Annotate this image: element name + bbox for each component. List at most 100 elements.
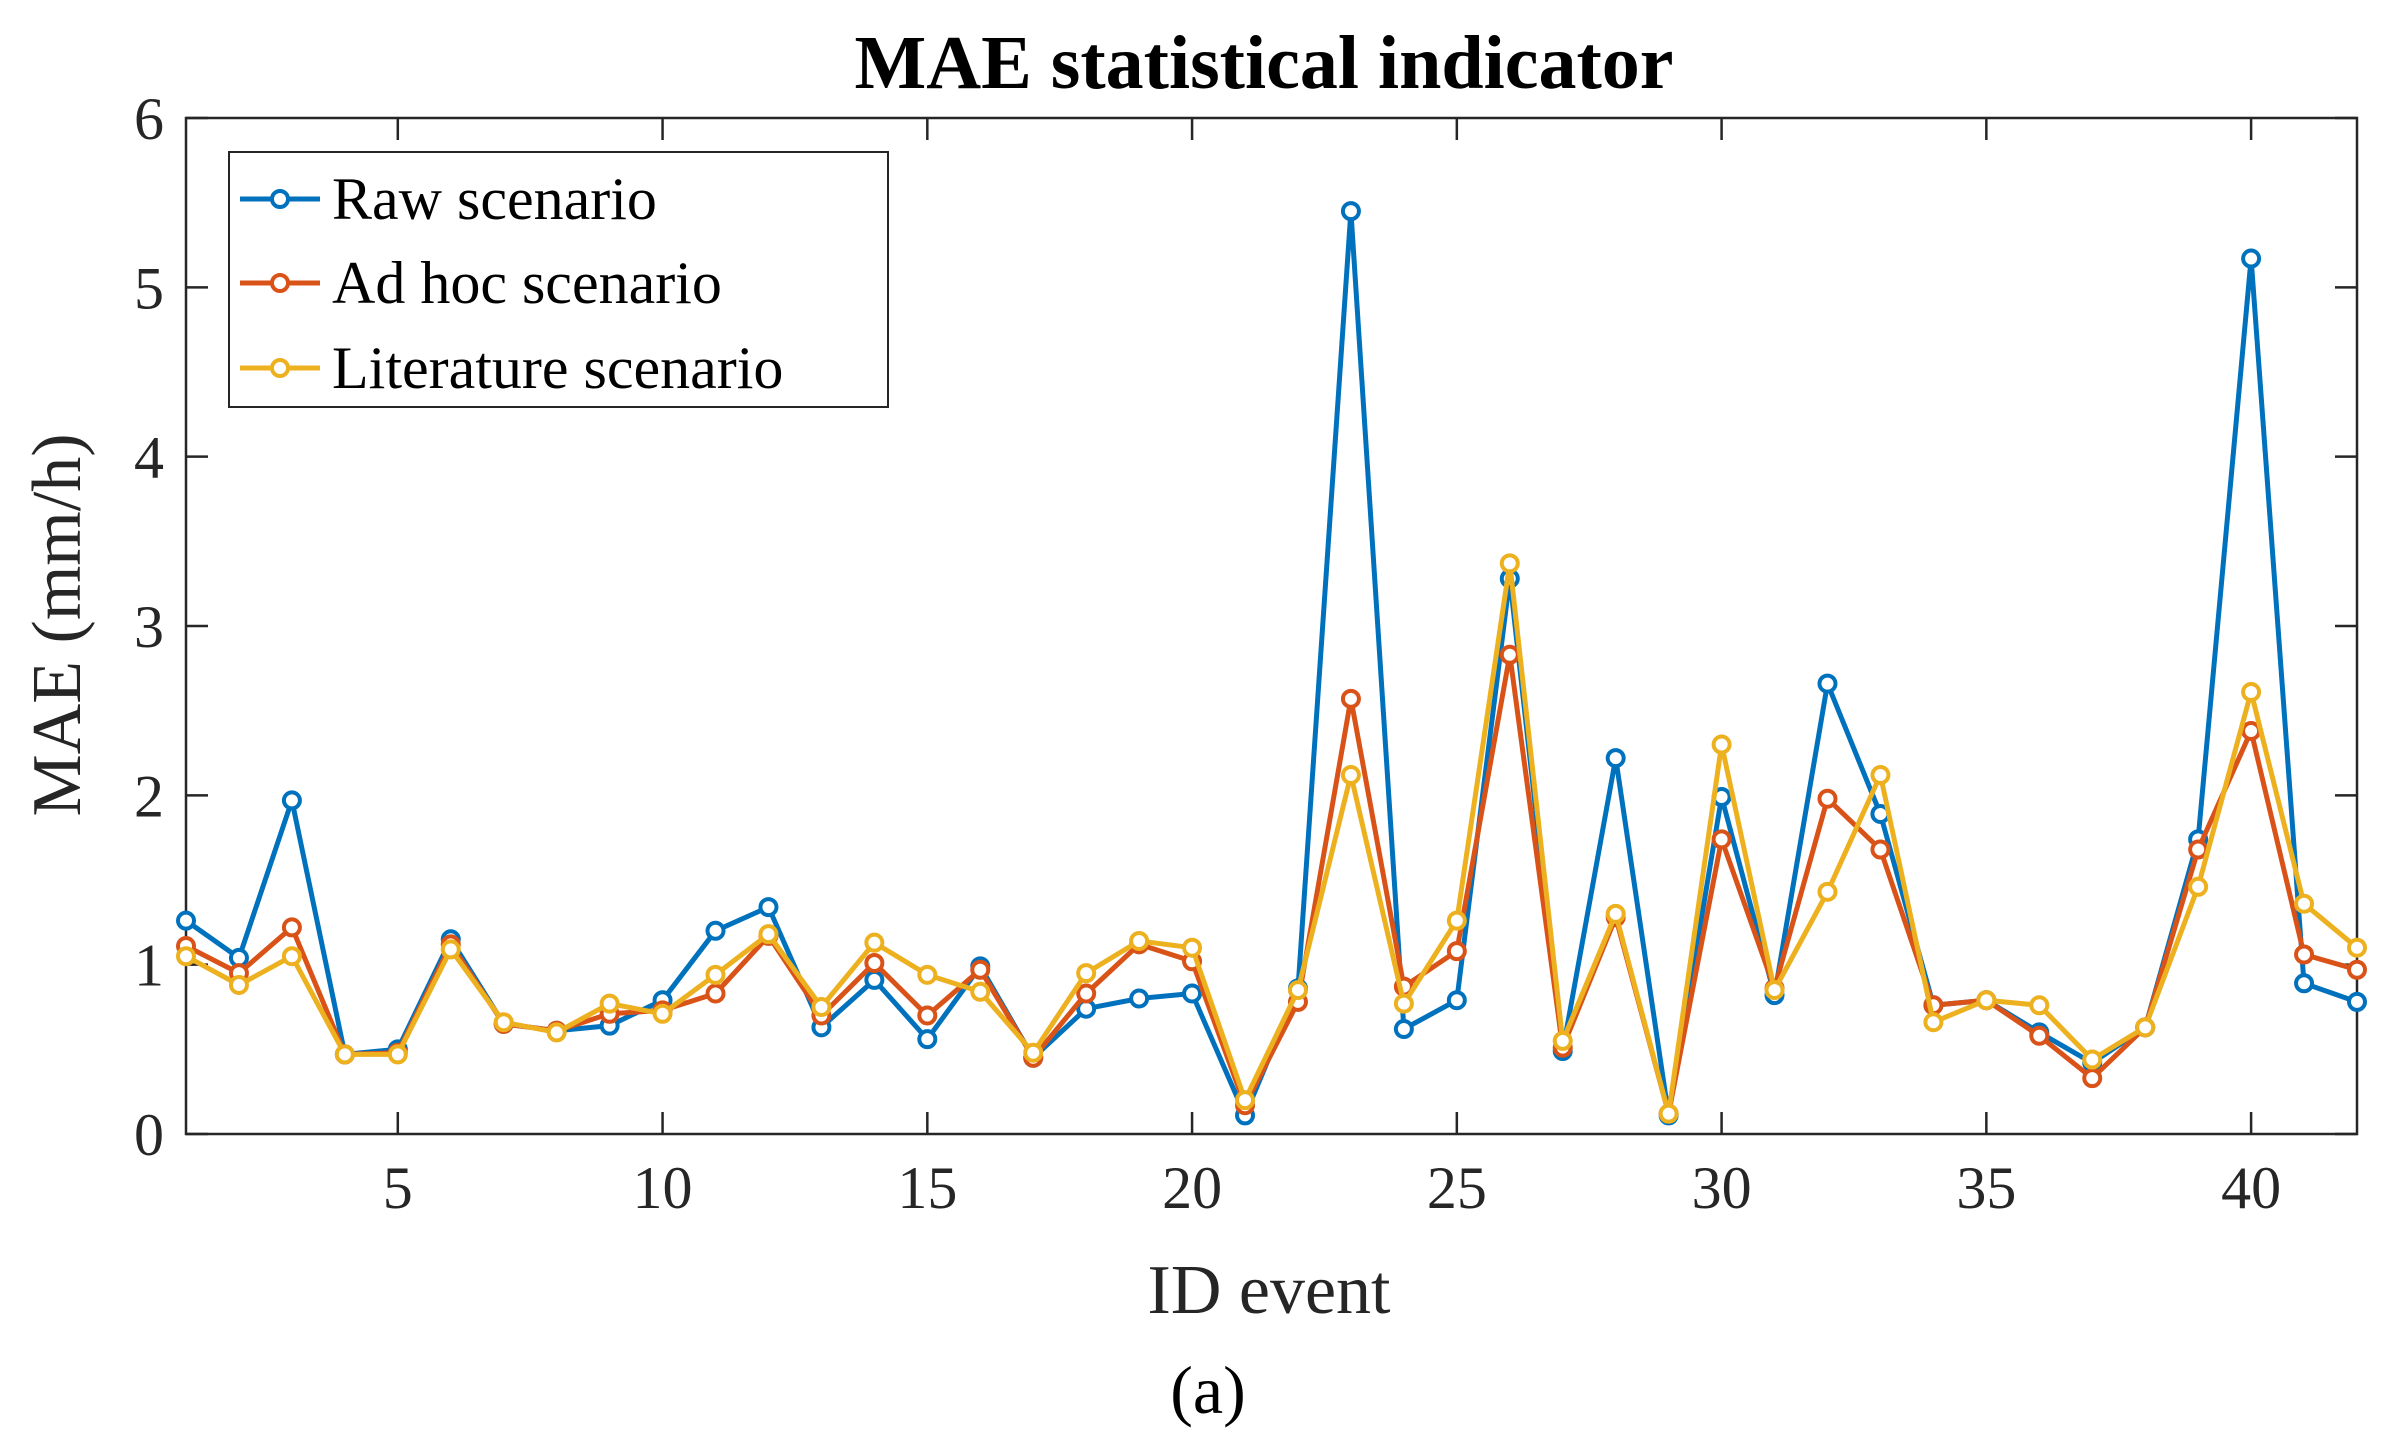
data-point-adhoc bbox=[864, 952, 885, 973]
data-point-adhoc bbox=[1076, 983, 1097, 1004]
data-point-literature bbox=[176, 946, 196, 967]
data-point-adhoc bbox=[2029, 1025, 2050, 1046]
x-tick-label: 10 bbox=[633, 1155, 693, 1221]
data-point-literature bbox=[387, 1044, 408, 1065]
x-tick-label: 5 bbox=[383, 1155, 413, 1221]
x-tick-label: 40 bbox=[2221, 1155, 2281, 1221]
legend-item-adhoc: Ad hoc scenario bbox=[240, 250, 722, 316]
x-axis-label: ID event bbox=[1148, 1252, 1392, 1329]
data-point-literature bbox=[1764, 980, 1785, 1001]
x-tick-label: 30 bbox=[1692, 1155, 1752, 1221]
series-literature bbox=[176, 553, 2367, 1124]
data-point-adhoc bbox=[2294, 944, 2315, 965]
data-point-literature bbox=[440, 939, 461, 960]
data-point-literature bbox=[1499, 553, 1520, 574]
data-point-literature bbox=[970, 981, 991, 1002]
data-point-literature bbox=[1923, 1012, 1944, 1033]
data-point-adhoc bbox=[1817, 788, 1838, 809]
y-tick-label: 2 bbox=[134, 763, 164, 829]
data-point-raw bbox=[864, 969, 885, 990]
data-point-raw bbox=[176, 910, 196, 931]
data-point-literature bbox=[493, 1012, 514, 1033]
data-point-literature bbox=[2188, 876, 2209, 897]
data-point-literature bbox=[758, 924, 779, 945]
legend-marker-raw bbox=[270, 189, 290, 209]
data-point-literature bbox=[1605, 903, 1626, 924]
data-point-literature bbox=[1817, 881, 1838, 902]
data-point-literature bbox=[1393, 993, 1414, 1014]
data-point-literature bbox=[1287, 980, 1308, 1001]
data-point-literature bbox=[1340, 765, 1361, 786]
data-point-raw bbox=[2294, 973, 2315, 994]
data-point-literature bbox=[1182, 937, 1203, 958]
data-point-adhoc bbox=[1446, 941, 1467, 962]
data-point-literature bbox=[228, 974, 249, 995]
data-point-raw bbox=[2241, 248, 2262, 269]
data-point-literature bbox=[1076, 963, 1097, 984]
data-point-literature bbox=[334, 1044, 355, 1065]
data-point-literature bbox=[705, 964, 726, 985]
data-point-adhoc bbox=[2241, 720, 2262, 741]
y-tick-label: 4 bbox=[134, 425, 164, 491]
data-point-raw bbox=[705, 920, 726, 941]
x-axis-ticks: 5 10 15 20 25 30 35 40 bbox=[383, 118, 2281, 1221]
data-point-literature bbox=[1235, 1090, 1256, 1111]
chart-title: MAE statistical indicator bbox=[854, 21, 1673, 105]
legend: Raw scenario Ad hoc scenario Literature … bbox=[228, 151, 889, 408]
data-point-adhoc bbox=[705, 983, 726, 1004]
data-point-literature bbox=[2294, 893, 2315, 914]
data-point-adhoc bbox=[970, 959, 991, 980]
y-tick-label: 0 bbox=[134, 1102, 164, 1168]
data-point-literature bbox=[2241, 682, 2262, 703]
data-point-raw bbox=[1393, 1019, 1414, 1040]
data-point-adhoc bbox=[1711, 829, 1732, 850]
y-tick-label: 1 bbox=[134, 933, 164, 999]
data-point-raw bbox=[1340, 201, 1361, 222]
legend-item-literature: Literature scenario bbox=[240, 335, 783, 401]
legend-marker-literature bbox=[270, 358, 290, 378]
data-point-raw bbox=[1605, 748, 1626, 769]
legend-item-raw: Raw scenario bbox=[240, 166, 657, 232]
y-tick-label: 3 bbox=[134, 594, 164, 660]
data-point-literature bbox=[1976, 990, 1997, 1011]
data-point-literature bbox=[652, 1003, 673, 1024]
y-tick-label: 5 bbox=[134, 255, 164, 321]
y-tick-label: 6 bbox=[134, 86, 164, 152]
series-group bbox=[176, 201, 2367, 1126]
data-point-adhoc bbox=[2188, 839, 2209, 860]
data-point-adhoc bbox=[1870, 839, 1891, 860]
data-point-literature bbox=[1658, 1103, 1679, 1124]
y-axis-ticks: 0 1 2 3 4 5 6 bbox=[134, 86, 2357, 1168]
data-point-adhoc bbox=[1340, 688, 1361, 709]
data-point-literature bbox=[1023, 1042, 1044, 1063]
x-tick-label: 15 bbox=[897, 1155, 957, 1221]
data-point-raw bbox=[1817, 673, 1838, 694]
legend-label-raw: Raw scenario bbox=[332, 166, 657, 232]
data-point-adhoc bbox=[917, 1005, 938, 1026]
data-point-adhoc bbox=[1499, 644, 1520, 665]
data-point-literature bbox=[1870, 765, 1891, 786]
data-point-literature bbox=[546, 1022, 567, 1043]
x-tick-label: 25 bbox=[1427, 1155, 1487, 1221]
data-point-literature bbox=[599, 993, 620, 1014]
data-point-literature bbox=[917, 964, 938, 985]
data-point-literature bbox=[1711, 734, 1732, 755]
data-point-raw bbox=[758, 897, 779, 918]
data-point-raw bbox=[1446, 990, 1467, 1011]
x-tick-label: 35 bbox=[1956, 1155, 2016, 1221]
x-tick-label: 20 bbox=[1162, 1155, 1222, 1221]
data-point-raw bbox=[2347, 991, 2367, 1012]
data-point-raw bbox=[1182, 983, 1203, 1004]
data-point-literature bbox=[2029, 995, 2050, 1016]
data-point-literature bbox=[1129, 930, 1150, 951]
data-point-literature bbox=[2347, 937, 2367, 958]
data-point-raw bbox=[917, 1029, 938, 1050]
data-point-adhoc bbox=[281, 917, 302, 938]
data-point-literature bbox=[281, 946, 302, 967]
legend-label-adhoc: Ad hoc scenario bbox=[332, 250, 722, 316]
panel-label: (a) bbox=[1170, 1352, 1245, 1428]
data-point-literature bbox=[1552, 1030, 1573, 1051]
y-axis-label: MAE (mm/h) bbox=[19, 433, 96, 816]
legend-marker-adhoc bbox=[270, 273, 290, 293]
